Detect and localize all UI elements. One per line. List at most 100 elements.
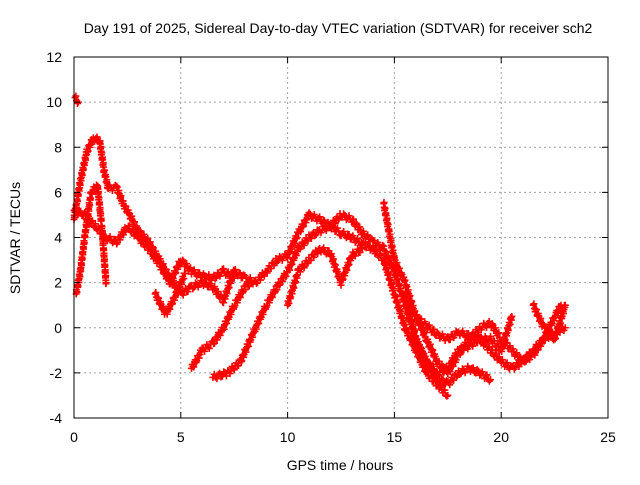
data-point: [425, 321, 433, 329]
data-point: [372, 247, 380, 255]
x-tick-label: 20: [493, 429, 509, 445]
data-point: [459, 327, 467, 335]
data-point: [437, 382, 445, 390]
data-point: [74, 211, 82, 219]
data-point: [329, 222, 337, 230]
data-point: [440, 368, 448, 376]
data-point: [300, 241, 308, 249]
data-point: [205, 344, 213, 352]
data-point: [454, 349, 462, 357]
data-point: [494, 330, 502, 338]
data-point: [138, 237, 146, 245]
data-point: [322, 227, 330, 235]
data-point: [194, 283, 202, 291]
data-point: [521, 358, 529, 366]
data-point: [360, 239, 368, 247]
data-point: [373, 246, 381, 254]
data-point: [456, 370, 464, 378]
data-point: [487, 332, 495, 340]
ticks: 0 5 10 15 20 25 -4 -2 0 2 4 6 8 10 12: [46, 49, 616, 445]
data-point: [351, 252, 359, 260]
data-point: [316, 213, 324, 221]
data-point: [106, 233, 114, 241]
data-point: [357, 244, 365, 252]
data-point: [216, 331, 224, 339]
data-point: [71, 204, 79, 212]
data-point: [369, 242, 377, 250]
data-point: [306, 233, 314, 241]
y-tick-label: -4: [50, 410, 63, 426]
y-tick-label: 4: [54, 230, 62, 246]
data-point: [282, 253, 290, 261]
data-point: [273, 286, 281, 294]
data-point: [340, 228, 348, 236]
data-points: [70, 92, 569, 400]
data-point: [423, 367, 431, 375]
data-point: [140, 230, 148, 238]
data-point: [349, 215, 357, 223]
data-point: [487, 376, 495, 384]
data-point: [498, 356, 506, 364]
data-point: [183, 260, 191, 268]
data-point: [483, 371, 491, 379]
data-point: [422, 355, 430, 363]
data-point: [246, 277, 254, 285]
data-point: [220, 265, 228, 273]
data-point: [214, 288, 222, 296]
data-point: [364, 240, 372, 248]
data-point: [213, 375, 221, 383]
data-point: [190, 266, 198, 274]
data-point: [438, 374, 446, 382]
data-point: [439, 376, 447, 384]
data-point: [446, 381, 454, 389]
data-point: [91, 220, 99, 228]
data-point: [181, 270, 189, 278]
data-point: [485, 377, 493, 385]
x-tick-label: 5: [177, 429, 185, 445]
data-point: [370, 237, 378, 245]
data-point: [483, 324, 491, 332]
data-point: [212, 274, 220, 282]
data-point: [187, 264, 195, 272]
data-point: [102, 279, 110, 287]
data-point: [139, 236, 147, 244]
data-point: [413, 311, 421, 319]
data-point: [275, 281, 283, 289]
data-point: [224, 268, 232, 276]
data-point: [311, 232, 319, 240]
data-point: [119, 231, 127, 239]
data-point: [446, 336, 454, 344]
data-point: [234, 362, 242, 370]
y-tick-label: -2: [50, 365, 63, 381]
data-point: [464, 329, 472, 337]
data-point: [241, 286, 249, 294]
data-point: [195, 269, 203, 277]
x-tick-label: 10: [280, 429, 296, 445]
data-point: [425, 359, 433, 367]
data-point: [478, 368, 486, 376]
data-point: [211, 283, 219, 291]
data-point: [561, 324, 569, 332]
data-point: [441, 386, 449, 394]
data-point: [151, 252, 159, 260]
data-point: [469, 342, 477, 350]
data-point: [325, 220, 333, 228]
data-point: [530, 348, 538, 356]
y-tick-label: 8: [54, 139, 62, 155]
data-point: [345, 230, 353, 238]
data-point: [356, 223, 364, 231]
x-tick-label: 0: [70, 429, 78, 445]
data-point: [217, 269, 225, 277]
y-tick-label: 6: [54, 184, 62, 200]
data-point: [72, 92, 80, 100]
data-point: [469, 364, 477, 372]
data-point: [231, 265, 239, 273]
data-point: [473, 339, 481, 347]
data-point: [438, 368, 446, 376]
data-point: [108, 187, 116, 195]
x-tick-label: 25: [600, 429, 616, 445]
data-point: [495, 329, 503, 337]
data-point: [179, 291, 187, 299]
data-point: [422, 368, 430, 376]
data-point: [148, 247, 156, 255]
